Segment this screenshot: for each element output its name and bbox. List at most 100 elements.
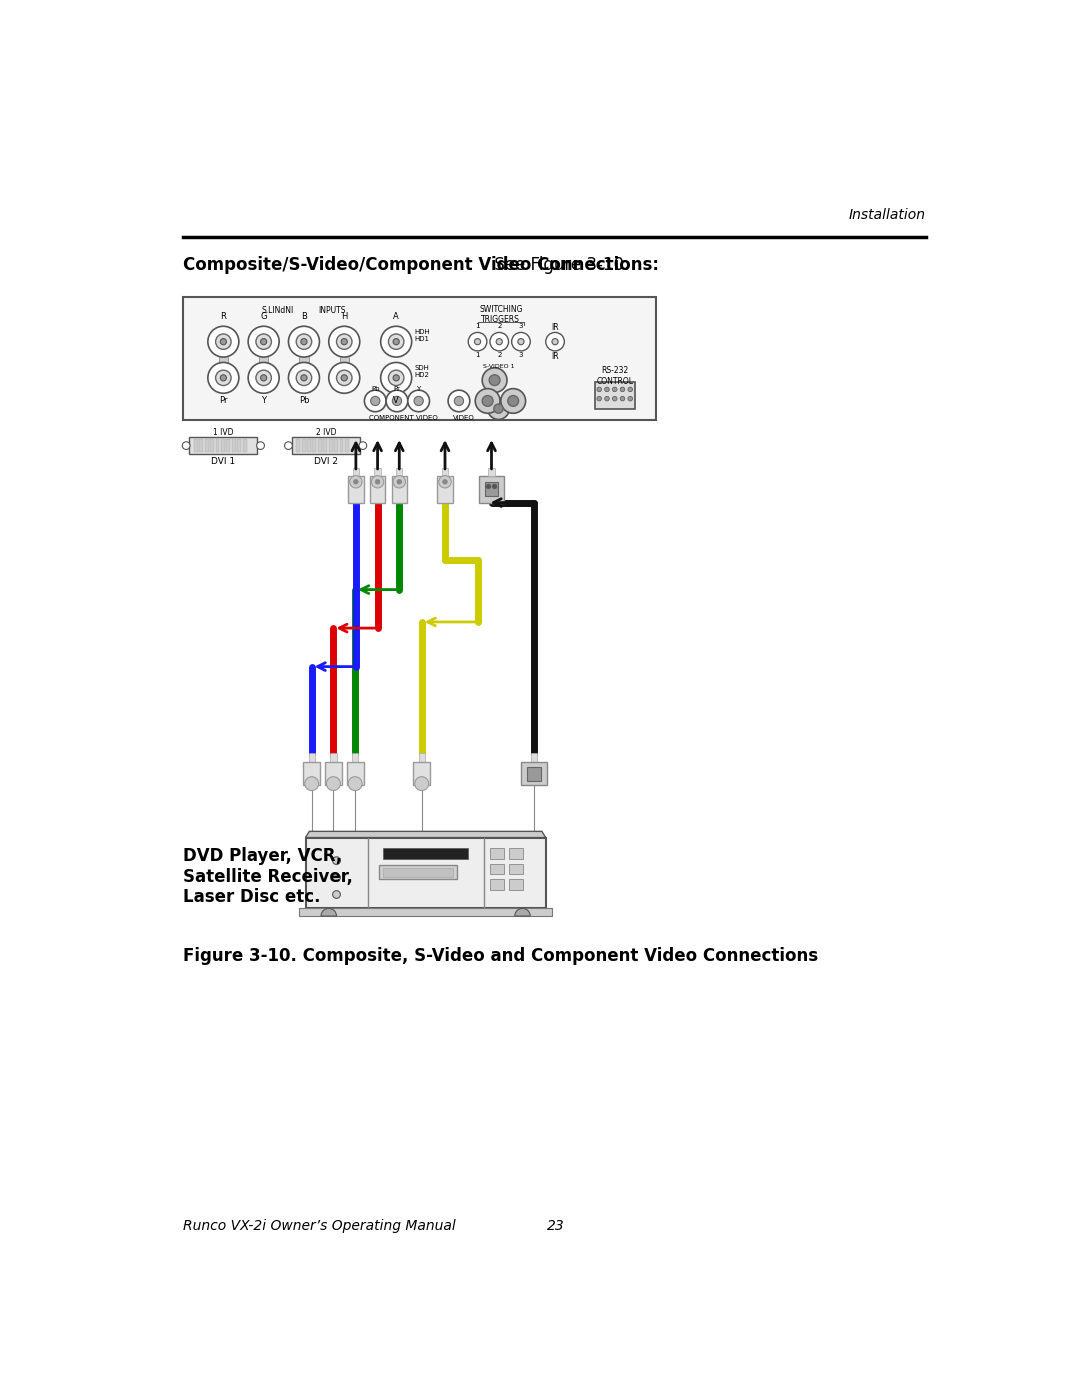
Bar [299, 358, 309, 365]
Circle shape [348, 777, 362, 791]
Circle shape [438, 475, 451, 488]
Circle shape [408, 390, 430, 412]
Circle shape [490, 332, 509, 351]
Circle shape [375, 479, 380, 485]
Circle shape [350, 475, 362, 488]
Circle shape [488, 398, 510, 419]
Circle shape [337, 370, 352, 386]
Text: INPUTS: INPUTS [319, 306, 346, 316]
Bar [490, 879, 504, 890]
Circle shape [620, 387, 625, 391]
Bar [509, 848, 523, 859]
Bar [218, 358, 228, 365]
Circle shape [486, 485, 490, 489]
Text: 2: 2 [497, 352, 501, 359]
Circle shape [389, 334, 404, 349]
Circle shape [301, 374, 307, 381]
Circle shape [296, 334, 312, 349]
Text: RS-232
CONTROL: RS-232 CONTROL [596, 366, 633, 386]
Text: 23: 23 [546, 1218, 565, 1232]
Bar [259, 358, 268, 365]
Circle shape [353, 479, 359, 485]
Bar [383, 848, 469, 859]
Bar [221, 440, 225, 451]
Text: S-VIDEO 1: S-VIDEO 1 [483, 365, 514, 369]
Text: Pr: Pr [393, 386, 401, 391]
Text: A: A [393, 313, 399, 321]
Text: DVD Player, VCR,
Satellite Receiver,
Laser Disc etc.: DVD Player, VCR, Satellite Receiver, Las… [183, 847, 353, 907]
Circle shape [482, 367, 507, 393]
Circle shape [620, 397, 625, 401]
Bar [200, 440, 203, 451]
Circle shape [216, 334, 231, 349]
Bar [309, 753, 314, 763]
Text: 2 IVD: 2 IVD [316, 427, 337, 437]
Text: 1: 1 [475, 352, 480, 359]
Bar [232, 440, 235, 451]
Bar [339, 440, 343, 451]
Text: VIDEO: VIDEO [453, 415, 474, 420]
Text: Figure 3-10. Composite, S-Video and Component Video Connections: Figure 3-10. Composite, S-Video and Comp… [183, 947, 819, 965]
Text: Pr: Pr [219, 395, 228, 405]
Bar [488, 468, 495, 475]
Circle shape [455, 397, 463, 405]
Bar [307, 440, 311, 451]
Circle shape [474, 338, 481, 345]
Bar [353, 468, 359, 475]
Circle shape [326, 777, 340, 791]
Bar [437, 475, 453, 503]
Bar [189, 437, 257, 454]
Circle shape [207, 362, 239, 393]
Circle shape [260, 374, 267, 381]
Circle shape [508, 395, 518, 407]
Circle shape [305, 777, 319, 791]
Circle shape [414, 397, 423, 405]
Circle shape [372, 475, 383, 488]
Circle shape [248, 327, 279, 358]
Circle shape [545, 332, 565, 351]
Bar [334, 440, 338, 451]
Bar [205, 440, 208, 451]
Circle shape [248, 362, 279, 393]
Bar [328, 440, 333, 451]
Bar [348, 475, 364, 503]
Circle shape [443, 479, 447, 485]
Circle shape [475, 388, 500, 414]
Circle shape [301, 338, 307, 345]
Bar [527, 767, 541, 781]
Circle shape [257, 441, 265, 450]
Text: Runco VX-2i Owner’s Operating Manual: Runco VX-2i Owner’s Operating Manual [183, 1218, 456, 1232]
Bar [347, 763, 364, 785]
Circle shape [605, 387, 609, 391]
Text: 3: 3 [518, 323, 523, 330]
Circle shape [393, 475, 405, 488]
Bar [531, 753, 537, 763]
Bar [339, 355, 349, 362]
Bar [243, 440, 246, 451]
Bar [480, 475, 504, 503]
Circle shape [296, 370, 312, 386]
Bar [318, 440, 322, 451]
Text: 3: 3 [518, 352, 523, 359]
Bar [595, 381, 635, 409]
Circle shape [256, 370, 271, 386]
Circle shape [512, 332, 530, 351]
Bar [218, 355, 228, 362]
Text: B: B [301, 313, 307, 321]
Bar [352, 753, 359, 763]
Bar [375, 468, 380, 475]
Circle shape [288, 327, 320, 358]
Circle shape [341, 338, 348, 345]
Bar [325, 763, 342, 785]
Circle shape [370, 397, 380, 405]
Circle shape [386, 390, 408, 412]
Bar [296, 440, 300, 451]
Circle shape [256, 334, 271, 349]
Circle shape [482, 395, 494, 407]
Circle shape [612, 397, 617, 401]
Circle shape [392, 397, 402, 405]
Text: HDH
HD1: HDH HD1 [415, 330, 431, 342]
Circle shape [333, 891, 340, 898]
Circle shape [220, 374, 227, 381]
Circle shape [448, 390, 470, 412]
